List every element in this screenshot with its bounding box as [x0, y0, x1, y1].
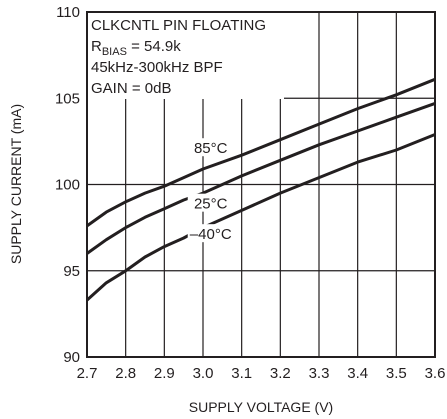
x-tick-label: 3.5 [386, 365, 407, 382]
annotation-line-1: CLKCNTL PIN FLOATING [91, 17, 266, 34]
x-tick-label: 3.4 [347, 365, 368, 382]
annotation-rbias-value: = 54.9k [127, 38, 181, 55]
series-label-backing [187, 193, 234, 212]
annotation-rbias-sub: BIAS [102, 46, 127, 58]
y-tick-label: 105 [55, 90, 80, 107]
series-label-backing [187, 138, 234, 157]
series-label-2: –40°C [190, 226, 232, 243]
series-labels: 85°C 25°C –40°C [187, 138, 234, 243]
y-tick-label: 100 [55, 177, 80, 194]
y-tick-label: 90 [63, 349, 80, 366]
y-axis-title: SUPPLY CURRENT (mA) [8, 104, 24, 264]
plot-frame [86, 11, 436, 358]
series-label-0: 85°C [194, 140, 228, 157]
x-tick-label: 3.3 [309, 365, 330, 382]
x-tick-label: 3.6 [425, 365, 446, 382]
x-tick-label: 2.9 [154, 365, 175, 382]
annotation-line-3: 45kHz-300kHz BPF [91, 59, 223, 76]
x-tick-label: 2.8 [115, 365, 136, 382]
x-tick-label: 2.7 [77, 365, 98, 382]
y-tick-labels: 90 95 100 105 110 [55, 4, 80, 366]
annotation-line-4: GAIN = 0dB [91, 80, 171, 97]
series-line-0 [86, 77, 436, 228]
annotation-box [88, 13, 284, 99]
x-axis-title: SUPPLY VOLTAGE (V) [189, 399, 333, 415]
x-tick-label: 3.1 [231, 365, 252, 382]
annotation-line-2: RBIAS = 54.9k [91, 38, 181, 58]
y-tick-label: 110 [56, 4, 80, 21]
series-label-1: 25°C [194, 196, 228, 213]
x-tick-label: 3.0 [193, 365, 214, 382]
y-tick-label: 95 [63, 263, 80, 280]
series-line-1 [86, 101, 436, 255]
series-label-backing [187, 224, 234, 243]
x-tick-labels: 2.7 2.8 2.9 3.0 3.1 3.2 3.3 3.4 3.5 3.6 [77, 365, 446, 382]
annotation-rbias-r: R [91, 38, 102, 55]
x-tick-label: 3.2 [270, 365, 291, 382]
